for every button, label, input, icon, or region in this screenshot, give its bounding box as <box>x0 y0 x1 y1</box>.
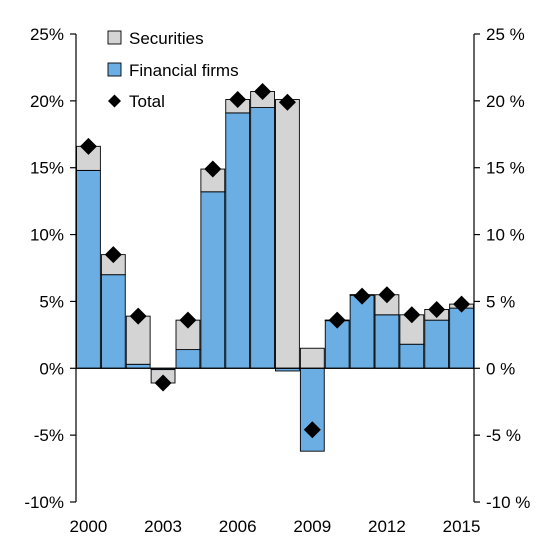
total-marker-2014 <box>428 300 446 318</box>
legend-swatch-total <box>108 94 121 108</box>
x-tick-label: 2006 <box>219 517 257 536</box>
total-marker-2012 <box>378 286 396 304</box>
x-tick-label: 2012 <box>368 517 406 536</box>
y-tick-label-left: 0% <box>39 359 64 378</box>
total-marker-2000 <box>79 137 97 155</box>
total-marker-2004 <box>179 311 197 329</box>
y-tick-label-right: 20 % <box>486 92 525 111</box>
total-marker-2009 <box>303 421 321 439</box>
y-tick-label-left: 5% <box>39 292 64 311</box>
total-marker-2010 <box>328 311 346 329</box>
y-tick-label-right: 0 % <box>486 359 515 378</box>
y-tick-label-left: -10% <box>24 493 64 512</box>
bar-financial-firms-2013 <box>399 343 425 369</box>
y-tick-label-right: 15 % <box>486 159 525 178</box>
bar-financial-firms-2011 <box>349 294 375 369</box>
bar-financial-firms-2004 <box>175 349 201 369</box>
legend-label-total: Total <box>129 92 165 111</box>
x-tick-label: 2000 <box>70 517 108 536</box>
bar-financial-firms-2002 <box>125 363 151 369</box>
y-tick-label-right: -10 % <box>486 493 530 512</box>
y-tick-label-right: -5 % <box>486 426 521 445</box>
x-tick-label: 2003 <box>144 517 182 536</box>
bar-financial-firms-2005 <box>200 191 226 369</box>
legend-label-securities: Securities <box>129 29 204 48</box>
bar-financial-firms-2007 <box>250 107 275 369</box>
y-tick-label-left: 20% <box>30 92 64 111</box>
bar-financial-firms-2015 <box>449 307 474 369</box>
total-marker-2003 <box>154 374 172 392</box>
y-tick-label-left: 15% <box>30 159 64 178</box>
total-marker-2007 <box>254 82 272 100</box>
x-tick-label: 2009 <box>293 517 331 536</box>
total-marker-2015 <box>453 295 471 313</box>
bar-securities-2009 <box>299 347 325 369</box>
y-tick-label-left: 25% <box>30 25 64 44</box>
total-marker-2011 <box>353 287 371 305</box>
bar-financial-firms-2000 <box>76 169 101 369</box>
y-tick-label-left: -5% <box>34 426 64 445</box>
bar-financial-firms-2009 <box>299 367 325 452</box>
total-marker-2002 <box>129 307 147 325</box>
total-marker-2008 <box>278 93 296 111</box>
y-tick-label-left: 10% <box>30 226 64 245</box>
bar-financial-firms-2001 <box>100 274 126 369</box>
total-marker-2001 <box>104 246 122 264</box>
x-tick-label: 2015 <box>443 517 481 536</box>
total-marker-2005 <box>204 160 222 178</box>
total-marker-2013 <box>403 306 421 324</box>
total-marker-2006 <box>229 91 247 109</box>
bar-financial-firms-2006 <box>225 112 251 369</box>
y-tick-label-right: 10 % <box>486 226 525 245</box>
bar-financial-firms-2012 <box>374 314 400 369</box>
y-tick-label-right: 25 % <box>486 25 525 44</box>
bar-securities-2008 <box>275 99 300 369</box>
y-tick-label-right: 5 % <box>486 292 515 311</box>
legend-label-financial-firms: Financial firms <box>129 61 239 80</box>
legend-swatch-financial-firms <box>107 62 122 77</box>
bar-financial-firms-2014 <box>424 319 450 369</box>
legend-swatch-securities <box>107 30 122 45</box>
